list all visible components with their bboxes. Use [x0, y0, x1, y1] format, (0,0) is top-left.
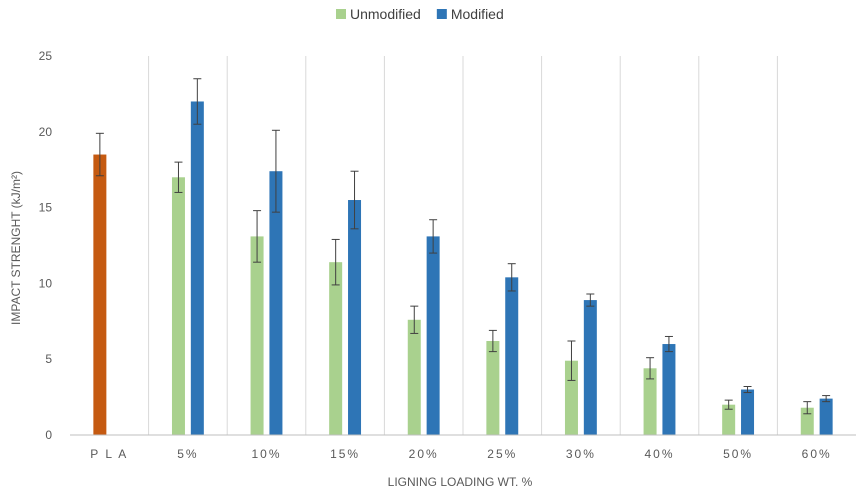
bar-modified-9 — [819, 398, 833, 435]
x-tick-label: 5% — [177, 447, 198, 461]
y-tick-label: 5 — [45, 352, 52, 366]
x-tick-label: 15% — [330, 447, 360, 461]
x-tick-label: 60% — [802, 447, 832, 461]
legend-swatch-1 — [436, 9, 447, 19]
bar-unmodified-7 — [643, 368, 657, 435]
category-gridlines — [148, 56, 778, 435]
legend: Unmodified Modified — [336, 6, 504, 22]
x-tick-label: P L A — [90, 447, 128, 461]
bar-modified-2 — [269, 171, 283, 435]
bar-unmodified-3 — [329, 262, 343, 435]
y-axis-title: IMPACT STRENGHT (kJ/m²) — [9, 171, 23, 325]
legend-label-1: Modified — [451, 6, 504, 22]
bar-unmodified-9 — [800, 407, 814, 435]
bar-modified-6 — [583, 300, 597, 435]
legend-label-0: Unmodified — [350, 6, 421, 22]
x-tick-label: 20% — [409, 447, 439, 461]
y-tick-label: 10 — [39, 276, 53, 290]
bar-pla — [93, 154, 107, 436]
bar-modified-3 — [348, 200, 362, 435]
y-tick-label: 25 — [39, 49, 53, 63]
x-tick-label: 40% — [644, 447, 674, 461]
bar-modified-1 — [190, 101, 204, 435]
x-tick-label: 25% — [487, 447, 517, 461]
legend-swatch-0 — [336, 9, 346, 19]
y-axis: 0 5 10 15 20 25 — [39, 49, 53, 442]
bar-modified-7 — [662, 344, 676, 435]
bar-unmodified-6 — [564, 360, 578, 435]
bar-unmodified-5 — [486, 341, 500, 435]
y-tick-label: 15 — [39, 201, 53, 215]
x-tick-label: 30% — [566, 447, 596, 461]
x-axis: P L A 5% 10% 15% 20% 25% 30% 40% 50% 60% — [70, 434, 856, 461]
bar-unmodified-2 — [250, 236, 264, 435]
y-tick-label: 20 — [39, 125, 53, 139]
x-tick-label: 10% — [251, 447, 281, 461]
x-axis-title: LIGNING LOADING WT. % — [388, 475, 533, 489]
bar-unmodified-1 — [171, 177, 185, 435]
bar-unmodified-8 — [722, 404, 736, 435]
bar-modified-5 — [505, 277, 519, 435]
bars — [93, 78, 833, 436]
x-tick-label: 50% — [723, 447, 753, 461]
bar-unmodified-4 — [407, 319, 421, 435]
bar-modified-8 — [741, 389, 755, 435]
bar-modified-4 — [426, 236, 440, 435]
y-tick-label: 0 — [45, 428, 52, 442]
